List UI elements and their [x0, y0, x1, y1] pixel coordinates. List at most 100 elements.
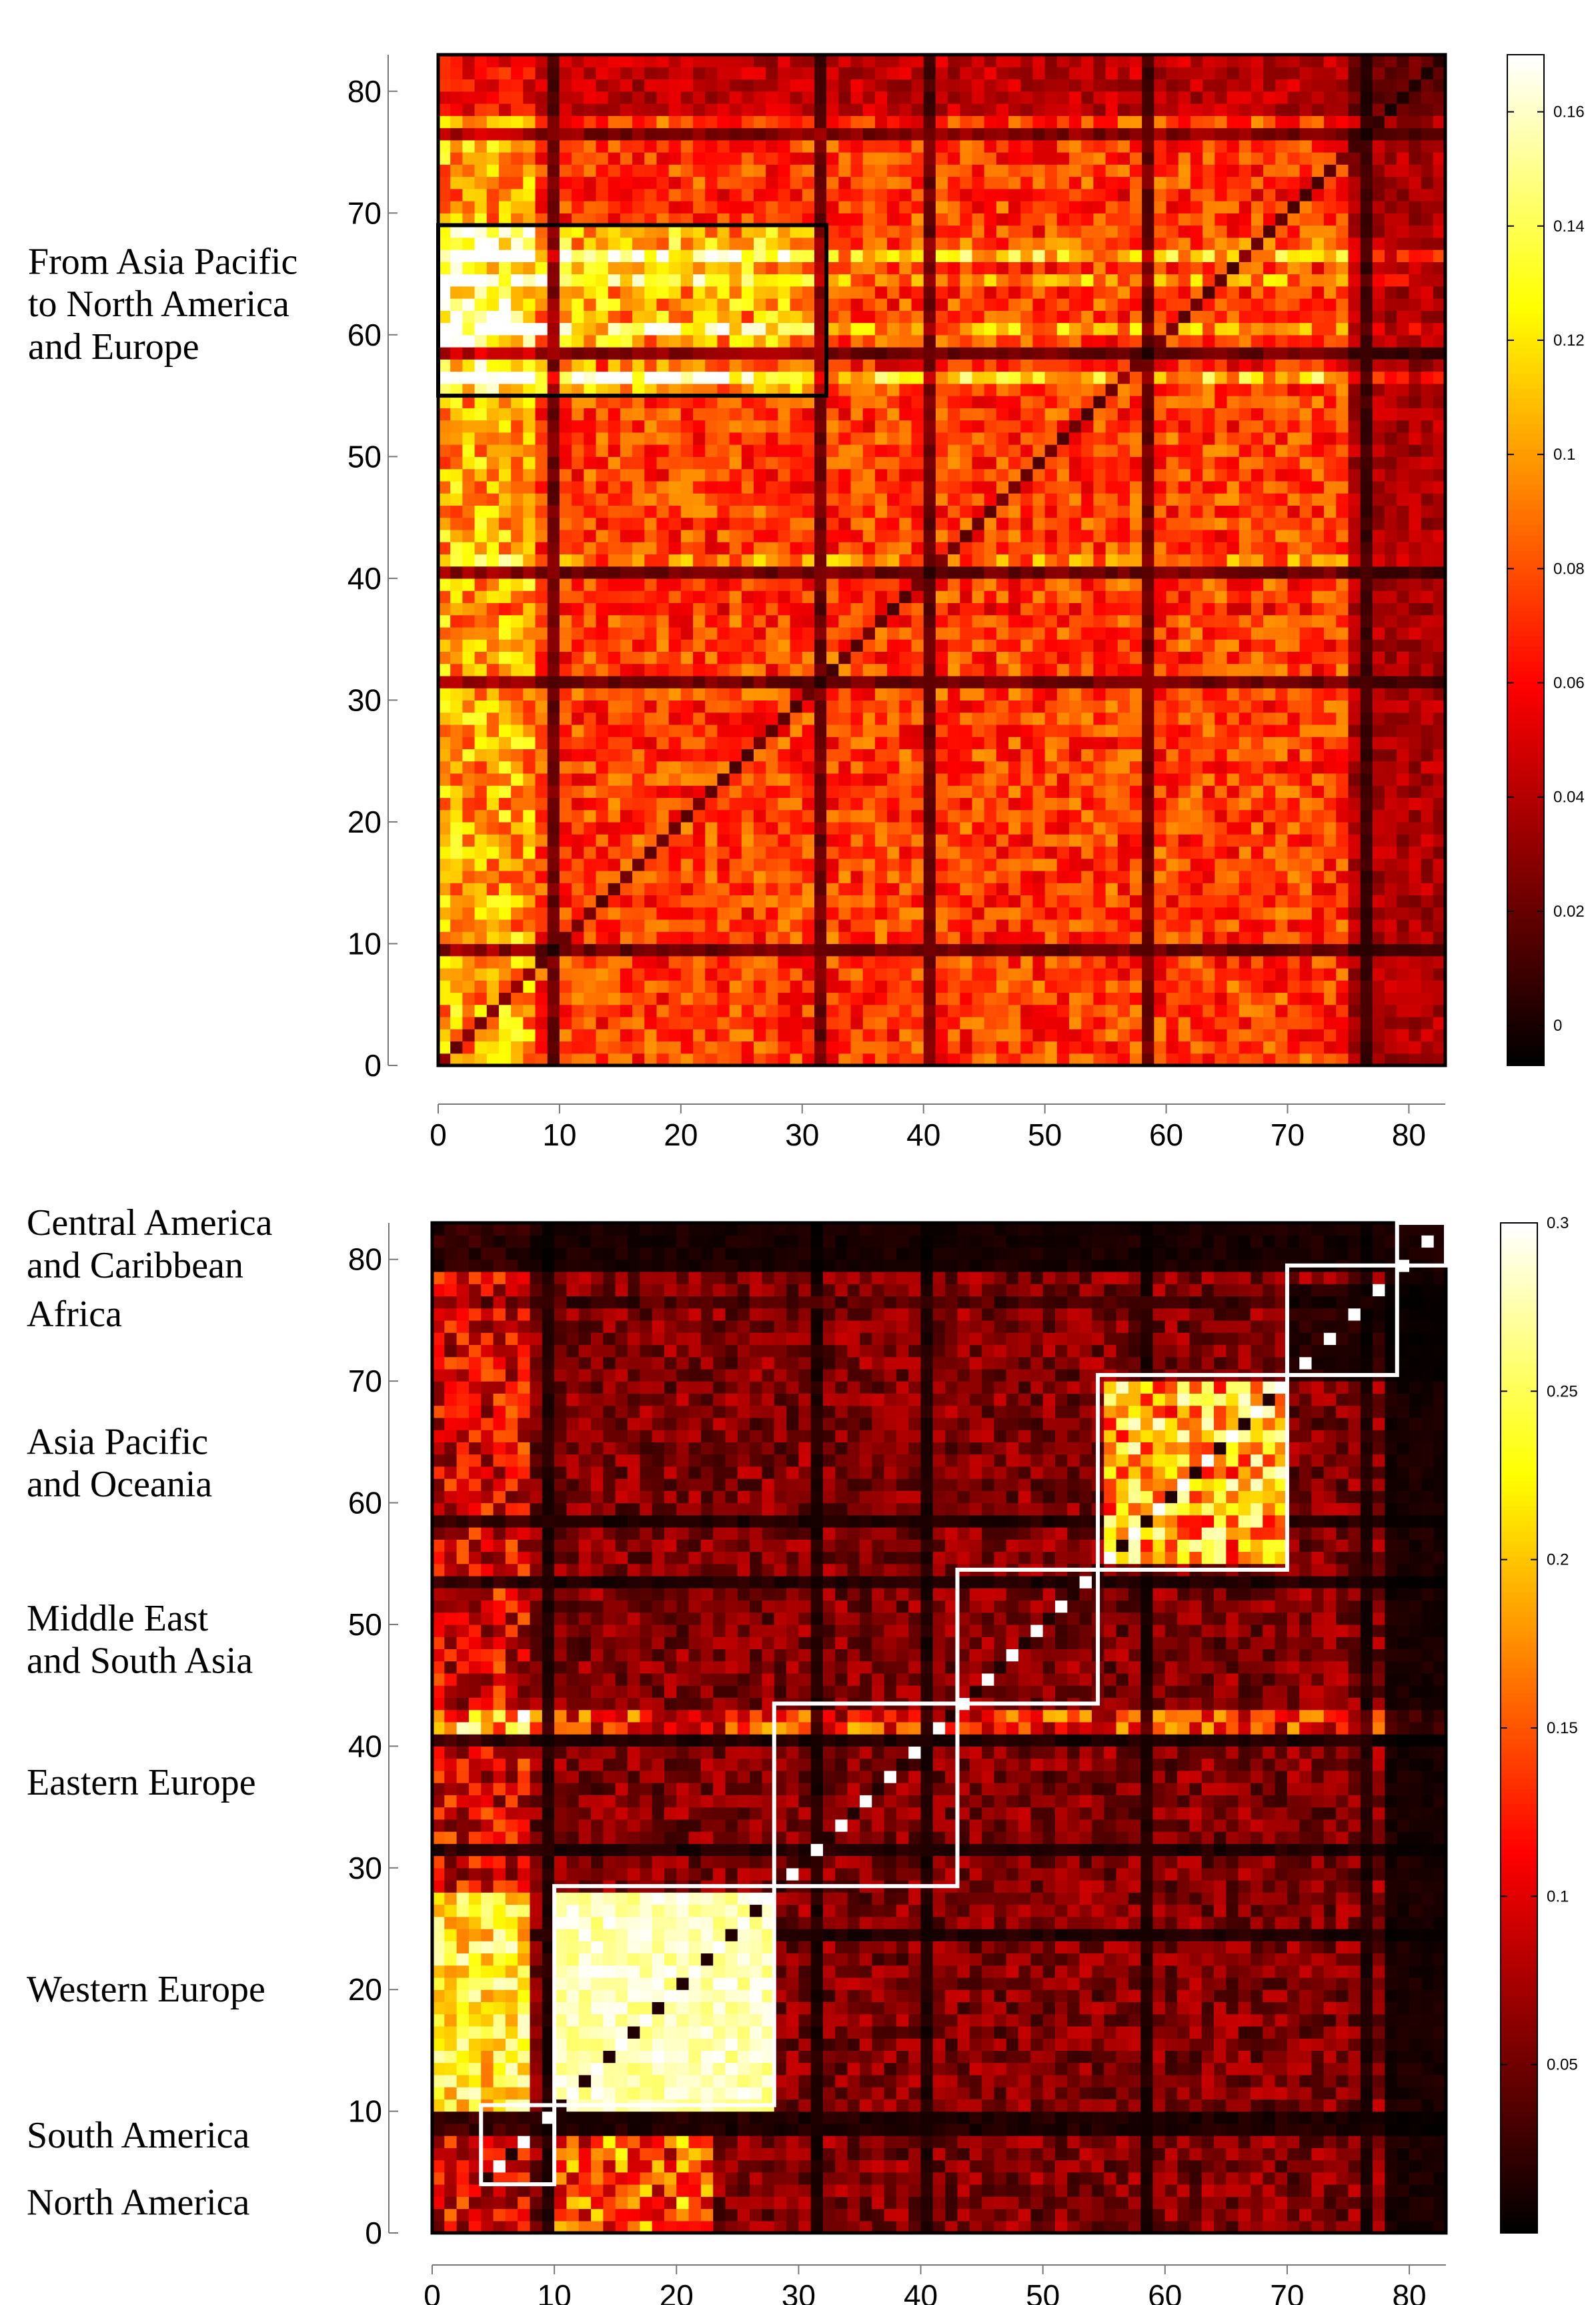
heatmap-cell: [680, 542, 694, 554]
heatmap-cell: [1093, 420, 1106, 433]
heatmap-cell: [596, 359, 609, 372]
heatmap-cell: [1105, 907, 1118, 920]
heatmap-cell: [693, 675, 706, 688]
heatmap-cell: [887, 517, 900, 530]
heatmap-cell: [644, 139, 658, 153]
heatmap-cell: [802, 907, 815, 920]
heatmap-cell: [572, 176, 584, 189]
heatmap-cell: [960, 955, 973, 969]
heatmap-cell: [911, 176, 924, 189]
heatmap-cell: [450, 152, 463, 165]
heatmap-cell: [547, 371, 560, 384]
heatmap-cell: [972, 480, 985, 494]
heatmap-cell: [1142, 91, 1154, 104]
heatmap-cell: [1105, 468, 1118, 482]
heatmap-cell: [498, 164, 512, 177]
heatmap-cell: [1105, 1053, 1118, 1066]
heatmap-cell: [1020, 870, 1034, 883]
heatmap-cell: [559, 675, 572, 688]
heatmap-cell: [1020, 858, 1034, 871]
heatmap-cell: [778, 700, 791, 713]
heatmap-cell: [559, 712, 572, 725]
heatmap-cell: [887, 688, 900, 701]
heatmap-cell: [862, 103, 876, 116]
heatmap-cell: [850, 955, 864, 969]
heatmap-cell: [535, 115, 548, 129]
heatmap-cell: [572, 1029, 584, 1042]
heatmap-cell: [462, 274, 476, 287]
heatmap-cell: [972, 225, 985, 238]
heatmap-cell: [486, 797, 500, 811]
heatmap-cell: [511, 797, 524, 811]
heatmap-cell: [511, 103, 524, 116]
heatmap-cell: [693, 542, 706, 554]
heatmap-cell: [1069, 785, 1082, 799]
heatmap-cell: [462, 262, 476, 275]
heatmap-cell: [620, 396, 633, 408]
heatmap-cell: [620, 1053, 633, 1066]
heatmap-cell: [1129, 359, 1142, 372]
heatmap-cell: [754, 237, 766, 250]
heatmap-cell: [498, 590, 512, 603]
heatmap-cell: [572, 432, 584, 445]
heatmap-cell: [911, 396, 924, 408]
heatmap-cell: [1044, 566, 1058, 579]
heatmap-cell: [656, 408, 670, 421]
heatmap-cell: [572, 371, 584, 384]
heatmap-cell: [668, 967, 682, 981]
heatmap-cell: [911, 712, 924, 725]
heatmap-cell: [450, 858, 463, 871]
heatmap-cell: [862, 602, 876, 616]
heatmap-cell: [1056, 1016, 1070, 1029]
heatmap-cell: [559, 761, 572, 774]
heatmap-cell: [680, 675, 694, 688]
heatmap-cell: [948, 55, 960, 67]
heatmap-cell: [1142, 517, 1154, 530]
heatmap-cell: [790, 700, 803, 713]
heatmap-cell: [547, 712, 560, 725]
heatmap-cell: [523, 639, 536, 652]
heatmap-cell: [668, 359, 682, 372]
heatmap-cell: [1081, 79, 1094, 92]
heatmap-cell: [754, 115, 766, 129]
heatmap-cell: [887, 164, 900, 177]
heatmap-cell: [838, 578, 852, 591]
heatmap-cell: [644, 347, 658, 360]
heatmap-cell: [656, 1029, 670, 1042]
heatmap-cell: [498, 883, 512, 896]
heatmap-cell: [850, 724, 864, 737]
heatmap-cell: [608, 383, 621, 396]
heatmap-cell: [874, 298, 888, 311]
heatmap-cell: [1117, 139, 1130, 153]
heatmap-cell: [450, 809, 463, 823]
heatmap-cell: [826, 432, 839, 445]
heatmap-cell: [899, 359, 912, 372]
heatmap-cell: [729, 980, 742, 993]
heatmap-cell: [656, 152, 670, 165]
heatmap-cell: [572, 943, 584, 957]
heatmap-cell: [1142, 468, 1154, 482]
heatmap-cell: [899, 1029, 912, 1042]
heatmap-cell: [899, 639, 912, 652]
heatmap-cell: [486, 347, 500, 360]
heatmap-cell: [850, 493, 864, 506]
heatmap-cell: [729, 761, 742, 774]
heatmap-cell: [474, 201, 488, 213]
heatmap-cell: [486, 468, 500, 482]
heatmap-cell: [668, 103, 682, 116]
heatmap-cell: [608, 201, 621, 213]
heatmap-cell: [802, 334, 815, 348]
heatmap-cell: [1081, 663, 1094, 676]
heatmap-cell: [705, 870, 718, 883]
heatmap-cell: [838, 590, 852, 603]
heatmap-cell: [1093, 262, 1106, 275]
heatmap-cell: [850, 712, 864, 725]
heatmap-cell: [1020, 371, 1034, 384]
heatmap-cell: [1105, 371, 1118, 384]
heatmap-cell: [644, 127, 658, 141]
heatmap-cell: [802, 1004, 815, 1017]
heatmap-cell: [693, 724, 706, 737]
heatmap-cell: [1093, 907, 1106, 920]
heatmap-cell: [911, 67, 924, 80]
heatmap-cell: [1069, 883, 1082, 896]
